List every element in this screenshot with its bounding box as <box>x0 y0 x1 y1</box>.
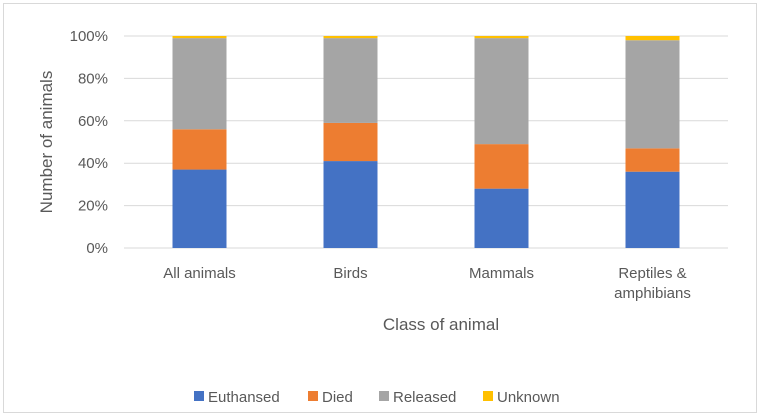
bar-segment-euthansed <box>625 171 680 248</box>
bar-segment-released <box>172 38 227 130</box>
bar-segment-euthansed <box>474 188 529 248</box>
bar-segment-unknown <box>172 36 227 39</box>
bar-segment-died <box>323 122 378 162</box>
x-axis-title: Class of animal <box>383 315 499 334</box>
legend-swatch-unknown <box>483 391 493 401</box>
x-tick-label: Mammals <box>469 265 534 282</box>
legend-swatch-released <box>379 391 389 401</box>
legend-swatch-euthansed <box>194 391 204 401</box>
bar-segment-euthansed <box>172 169 227 248</box>
y-tick-label: 60% <box>78 113 108 130</box>
legend-label: Released <box>393 389 456 406</box>
bar-segment-unknown <box>625 36 680 41</box>
y-tick-label: 0% <box>86 240 108 257</box>
bar-segment-released <box>323 38 378 123</box>
bar-segment-died <box>625 148 680 172</box>
x-tick-label: Birds <box>333 265 367 282</box>
bar-segment-released <box>474 38 529 145</box>
x-tick-label: Reptiles & <box>618 265 686 282</box>
x-tick-label: amphibians <box>614 285 691 302</box>
legend: Euthansed Died Released Unknown <box>194 389 560 406</box>
bars <box>172 36 680 248</box>
x-tick-label: All animals <box>163 265 236 282</box>
bar-segment-unknown <box>323 36 378 39</box>
bar-segment-died <box>172 129 227 170</box>
bar-segment-unknown <box>474 36 529 39</box>
y-tick-label: 40% <box>78 155 108 172</box>
y-axis-title: Number of animals <box>37 71 56 214</box>
bar-segment-released <box>625 40 680 149</box>
legend-label: Euthansed <box>208 389 280 406</box>
legend-swatch-died <box>308 391 318 401</box>
bar-segment-died <box>474 144 529 189</box>
bar-segment-euthansed <box>323 161 378 248</box>
legend-label: Unknown <box>497 389 560 406</box>
x-axis-ticks: All animals Birds Mammals Reptiles & amphibi… <box>163 265 691 302</box>
legend-label: Died <box>322 389 353 406</box>
y-tick-label: 80% <box>78 70 108 87</box>
y-axis-ticks: 0% 20% 40% 60% 80% 100% <box>70 28 108 257</box>
y-tick-label: 100% <box>70 28 108 45</box>
y-tick-label: 20% <box>78 198 108 215</box>
